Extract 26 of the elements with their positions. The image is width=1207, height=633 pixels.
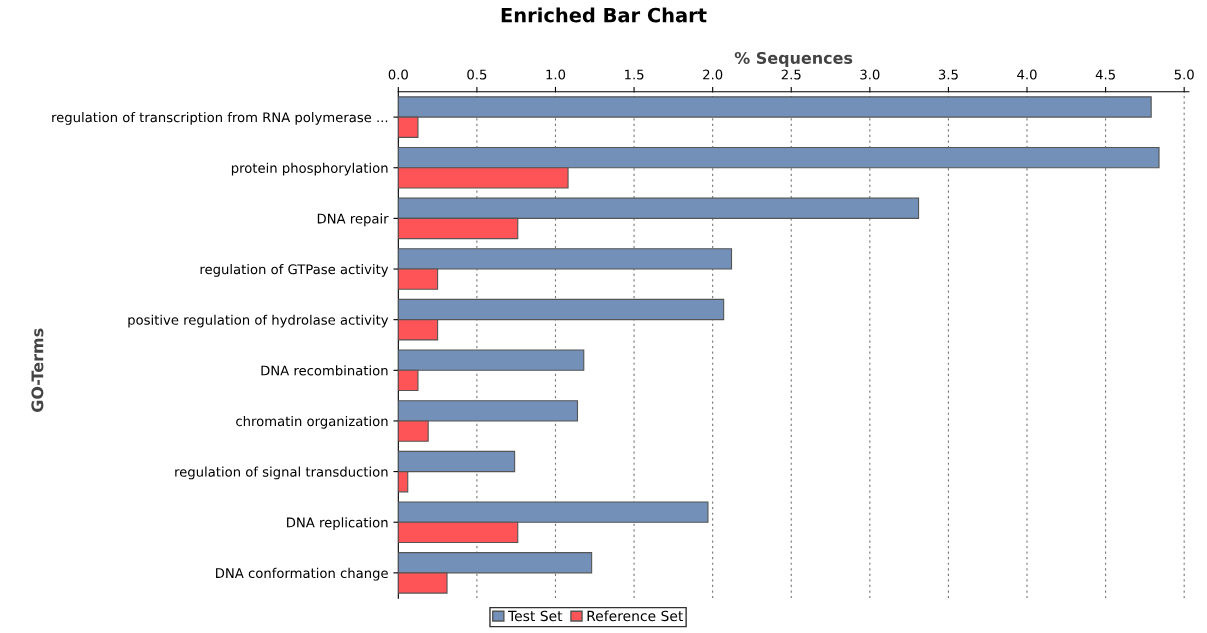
x-tick-label: 3.0 — [860, 69, 880, 80]
x-tick-label: 5.0 — [1174, 69, 1194, 80]
x-tick-label: 4.0 — [1017, 69, 1037, 80]
y-tick-label: DNA recombination — [261, 365, 388, 376]
x-tick-label: 4.5 — [1095, 69, 1115, 80]
y-tick-label: DNA repair — [317, 213, 389, 227]
x-tick-label: 2.0 — [703, 69, 723, 80]
legend-label: Test Set — [507, 610, 563, 622]
chart-title: Enriched Bar Chart — [501, 7, 707, 23]
x-tick-label: 2.5 — [781, 69, 801, 80]
x-tick-label: 1.0 — [546, 69, 566, 80]
y-tick-label: protein phosphorylation — [231, 162, 388, 176]
y-tick-label: DNA replication — [287, 517, 388, 530]
y-tick-label: regulation of transcription from RNA polymerase ... — [52, 112, 388, 125]
x-tick-label: 1.5 — [625, 69, 644, 80]
y-tick-label: chromatin organization — [236, 415, 388, 429]
x-tick-label: 3.5 — [938, 69, 958, 80]
x-tick-label: 0.0 — [388, 69, 408, 80]
y-tick-label: regulation of GTPase activity — [200, 264, 389, 277]
y-tick-label: DNA conformation change — [216, 567, 388, 581]
x-axis-title: % Sequences — [734, 51, 853, 68]
y-tick-label: regulation of signal transduction — [175, 466, 388, 480]
y-tick-label: positive regulation of hydrolase activity — [128, 314, 389, 328]
y-axis-title: GO-Terms — [31, 328, 44, 412]
x-tick-label: 0.5 — [467, 69, 487, 80]
legend-label: Reference Set — [587, 610, 684, 622]
